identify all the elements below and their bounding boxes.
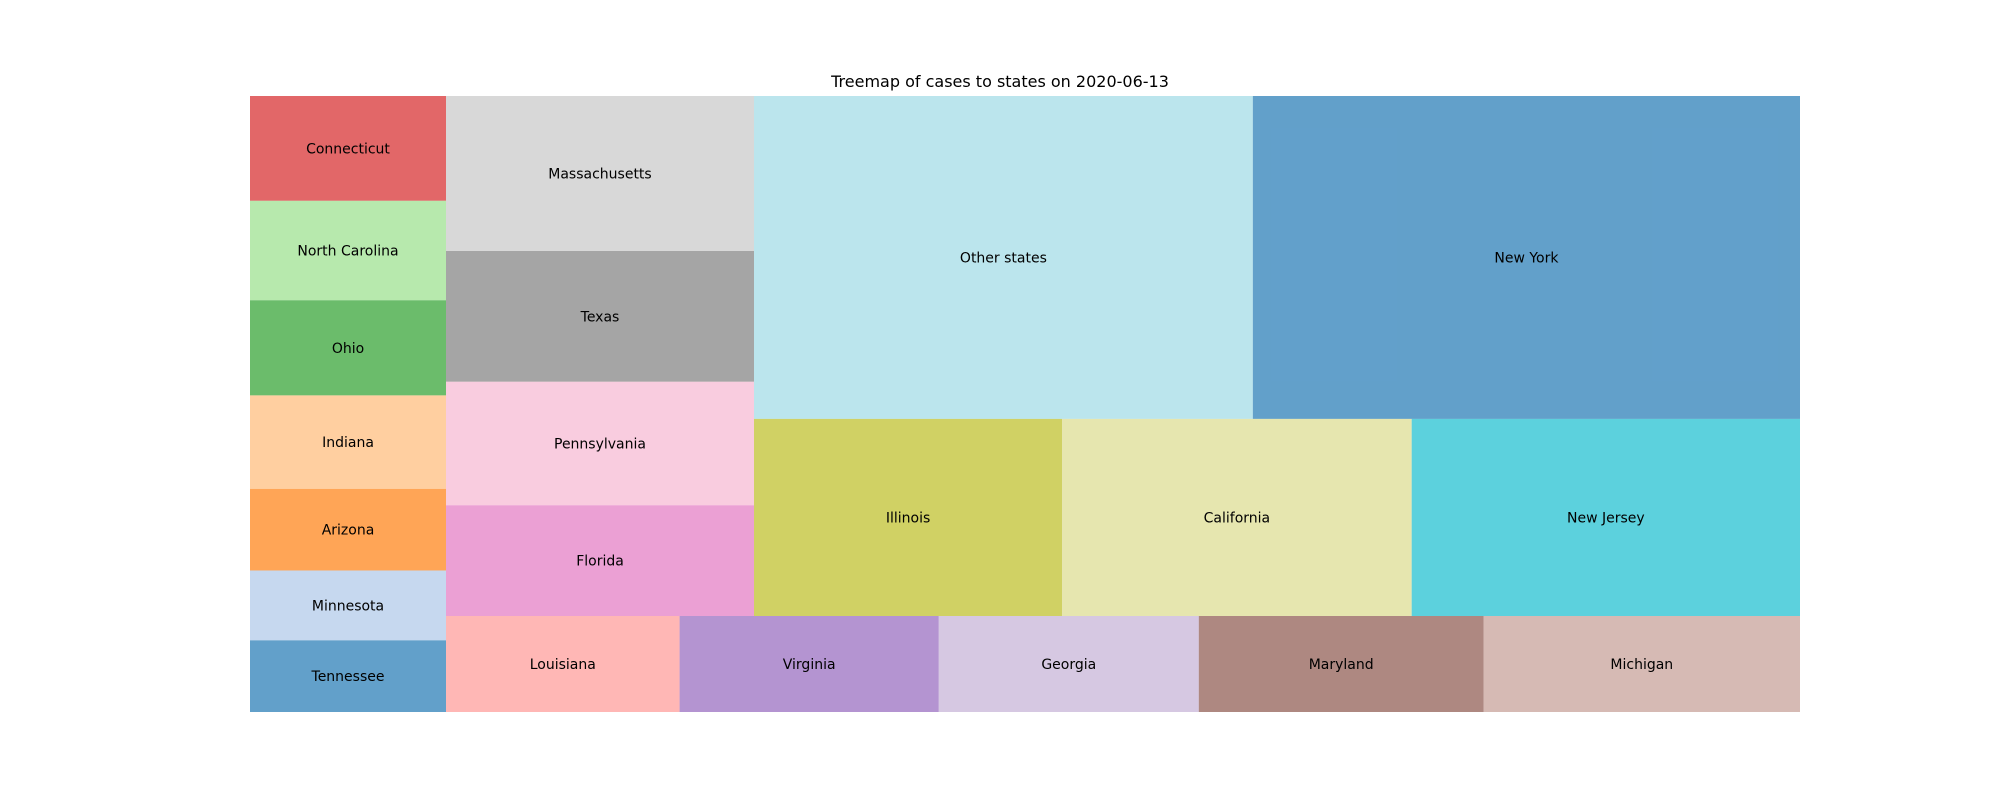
treemap-label: Florida	[576, 554, 624, 570]
treemap-tile: Virginia	[679, 616, 939, 712]
treemap-rect	[446, 505, 754, 616]
treemap-label: Georgia	[1041, 657, 1096, 673]
treemap-rect	[250, 640, 446, 712]
treemap-rect	[446, 96, 754, 251]
treemap-label: New York	[1494, 250, 1559, 266]
treemap-tile: Florida	[446, 505, 754, 616]
treemap-rect	[446, 250, 754, 382]
treemap-tile: Michigan	[1483, 616, 1800, 712]
treemap-label: Tennessee	[311, 669, 385, 685]
treemap-label: Other states	[960, 250, 1047, 266]
treemap-rect	[250, 395, 446, 489]
treemap-rect	[250, 96, 446, 201]
treemap-rect	[1062, 418, 1412, 616]
treemap-label: New Jersey	[1567, 510, 1645, 526]
treemap-tile: Georgia	[938, 616, 1199, 712]
treemap-rect	[679, 616, 939, 712]
treemap-rect	[1252, 96, 1800, 419]
treemap-label: Minnesota	[312, 598, 384, 614]
treemap-tile: Indiana	[250, 395, 446, 489]
treemap-label: Illinois	[886, 510, 930, 526]
treemap-label: Arizona	[322, 523, 375, 539]
treemap-rect	[754, 418, 1063, 616]
treemap-label: Louisiana	[530, 657, 596, 673]
treemap-tile: Minnesota	[250, 570, 446, 641]
treemap-label: Connecticut	[306, 141, 390, 157]
chart-title: Treemap of cases to states on 2020-06-13	[831, 72, 1169, 91]
treemap-rect	[938, 616, 1199, 712]
treemap-label: California	[1204, 510, 1270, 526]
treemap-tile: California	[1062, 418, 1412, 616]
treemap-label: Massachusetts	[548, 166, 651, 182]
treemap-tile: Texas	[446, 250, 754, 382]
treemap-rect	[250, 488, 446, 571]
treemap-tile: Connecticut	[250, 96, 446, 201]
treemap-rect	[250, 300, 446, 396]
treemap-rect	[446, 616, 680, 712]
treemap-label: North Carolina	[297, 243, 398, 259]
treemap-label: Texas	[580, 309, 620, 325]
treemap-rect	[446, 381, 754, 506]
treemap-tile: Other states	[754, 96, 1253, 419]
treemap-label: Maryland	[1309, 657, 1374, 673]
treemap-label: Michigan	[1610, 657, 1673, 673]
treemap-tile: Arizona	[250, 488, 446, 571]
treemap-tile: New Jersey	[1411, 418, 1800, 616]
treemap-rect	[754, 96, 1253, 419]
treemap-tile: Ohio	[250, 300, 446, 396]
treemap-rect	[1198, 616, 1484, 712]
treemap-label: Ohio	[332, 341, 364, 357]
treemap-tile: Tennessee	[250, 640, 446, 712]
treemap-rect	[1483, 616, 1800, 712]
treemap-tile: Massachusetts	[446, 96, 754, 251]
treemap-rect	[250, 200, 446, 301]
treemap-label: Pennsylvania	[554, 436, 646, 452]
treemap-tile: Louisiana	[446, 616, 680, 712]
treemap-label: Virginia	[783, 657, 836, 673]
treemap-tile: Maryland	[1198, 616, 1484, 712]
treemap-tile: Illinois	[754, 418, 1063, 616]
treemap-rect	[1411, 418, 1800, 616]
treemap-tile: Pennsylvania	[446, 381, 754, 506]
treemap-tile: North Carolina	[250, 200, 446, 301]
treemap-label: Indiana	[322, 435, 374, 451]
treemap-tile: New York	[1252, 96, 1800, 419]
treemap-rect	[250, 570, 446, 641]
